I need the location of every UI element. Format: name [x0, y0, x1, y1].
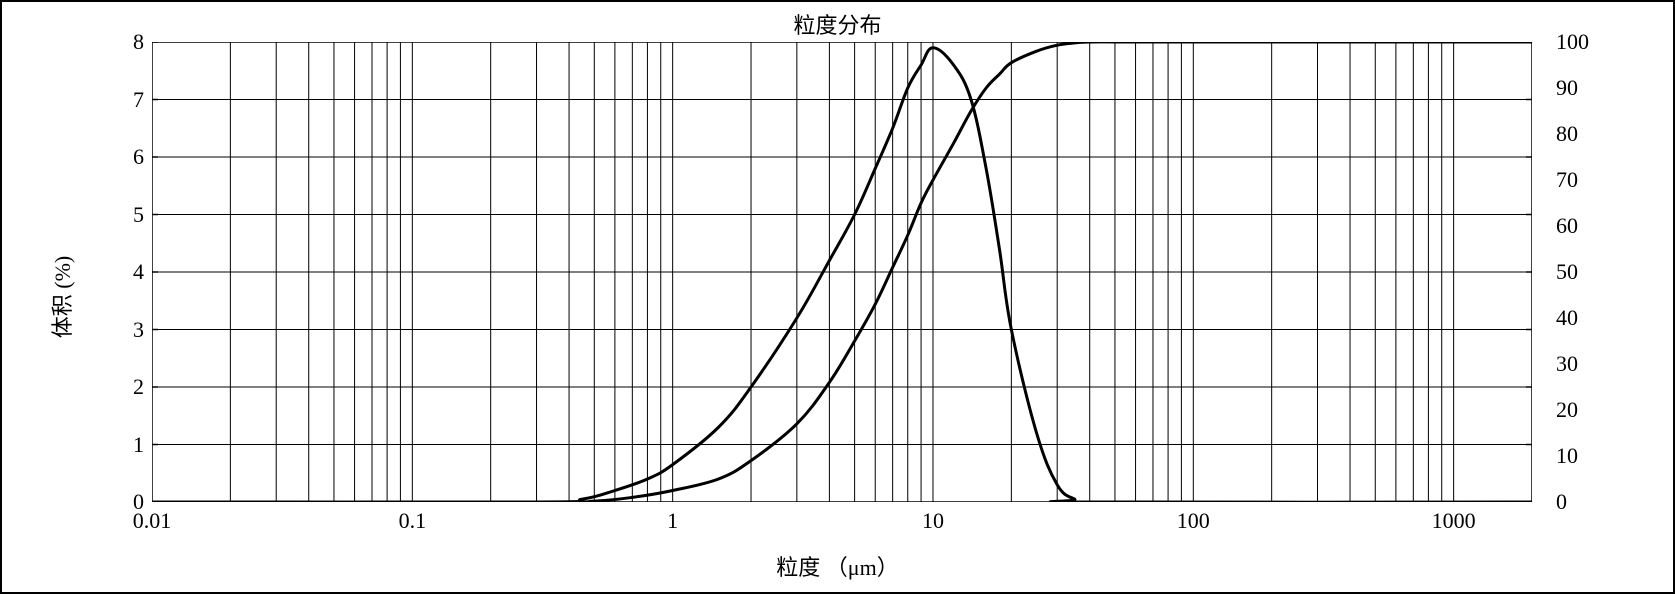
- ytick-right: 90: [1556, 75, 1616, 101]
- ytick-left: 4: [94, 259, 144, 285]
- xtick: 0.1: [399, 508, 427, 534]
- ytick-left: 6: [94, 144, 144, 170]
- chart-title: 粒度分布: [793, 8, 881, 40]
- plot-svg: [152, 42, 1532, 502]
- xtick: 10: [922, 508, 944, 534]
- ytick-right: 50: [1556, 259, 1616, 285]
- ytick-left: 3: [94, 317, 144, 343]
- xtick: 1: [667, 508, 678, 534]
- volume-distribution-curve: [152, 48, 1532, 502]
- ytick-left: 1: [94, 432, 144, 458]
- ytick-right: 100: [1556, 29, 1616, 55]
- y-axis-left-label: 体积 (%): [45, 256, 77, 338]
- ytick-right: 20: [1556, 397, 1616, 423]
- ytick-right: 60: [1556, 213, 1616, 239]
- ytick-right: 10: [1556, 443, 1616, 469]
- ytick-right: 80: [1556, 121, 1616, 147]
- xtick: 1000: [1432, 508, 1476, 534]
- ytick-right: 30: [1556, 351, 1616, 377]
- ytick-left: 2: [94, 374, 144, 400]
- xtick: 100: [1177, 508, 1210, 534]
- ytick-left: 8: [94, 29, 144, 55]
- xtick: 0.01: [133, 508, 172, 534]
- ytick-left: 5: [94, 202, 144, 228]
- x-axis-label: 粒度 （μm）: [776, 550, 898, 582]
- ytick-right: 0: [1556, 489, 1616, 515]
- ytick-right: 70: [1556, 167, 1616, 193]
- ytick-left: 7: [94, 87, 144, 113]
- ytick-right: 40: [1556, 305, 1616, 331]
- plot-area: 01234567801020304050607080901000.010.111…: [152, 42, 1532, 502]
- chart-frame: 粒度分布 体积 (%) 粒度 （μm） 01234567801020304050…: [0, 0, 1675, 594]
